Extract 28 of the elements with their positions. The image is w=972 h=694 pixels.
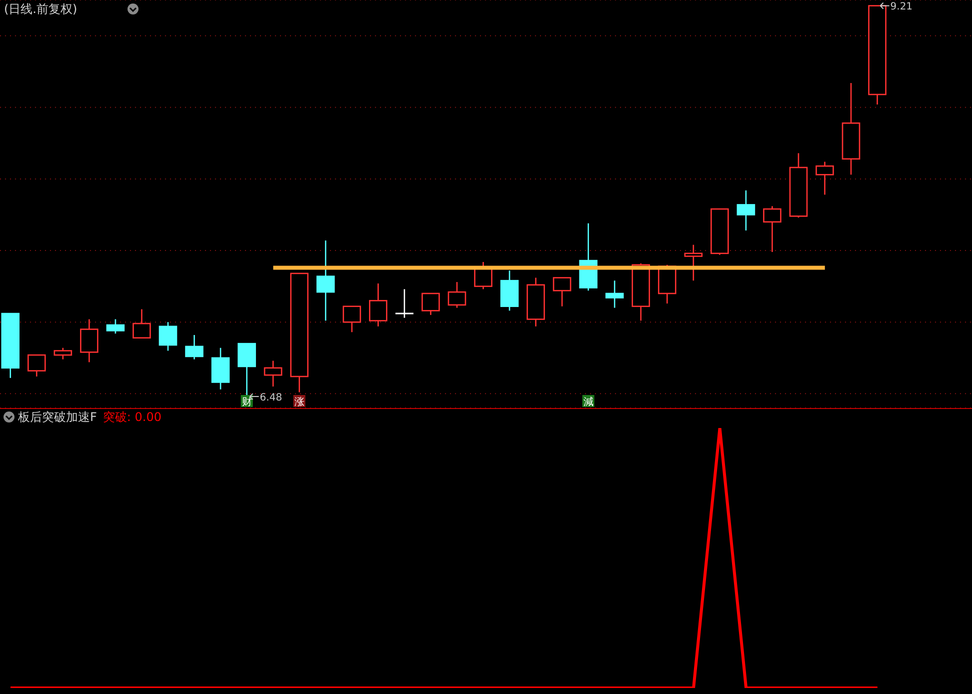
candlestick [106,318,125,334]
text: 減 [583,397,594,408]
candlestick [448,281,466,308]
candlestick [605,280,624,308]
candlestick [316,240,335,322]
candlestick [342,306,362,333]
candlestick [158,321,178,352]
candlestick [763,205,782,253]
candlestick [736,190,756,232]
candlestick [394,288,414,318]
candlestick [264,360,282,388]
candlestick [54,347,72,360]
candlestick [684,244,703,282]
candlestick [27,354,46,378]
candlestick [552,277,572,308]
chart-title: 板后突破加速F [18,410,97,424]
candlestick [422,292,440,316]
chart-title: (日线.前复权) [4,2,78,16]
candlestick [80,318,98,363]
annotation: 6.48 [260,392,282,404]
text: 涨 [294,397,304,408]
annotation: 9.21 [890,2,913,13]
candlestick [816,161,834,196]
candlestick [132,308,151,339]
candlestick [185,334,204,360]
candlestick [369,282,388,328]
text: 财 [242,397,252,408]
text: 突破: 0.00 [102,410,162,424]
